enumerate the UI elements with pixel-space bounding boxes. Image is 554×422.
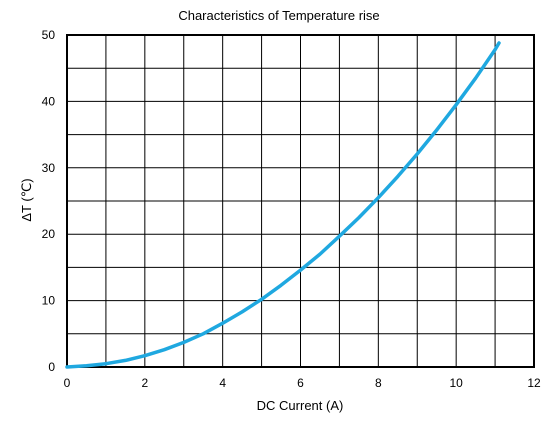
grid	[67, 35, 534, 367]
x-tick-label: 10	[449, 376, 463, 390]
y-tick-label: 30	[42, 161, 56, 175]
x-axis-label: DC Current (A)	[257, 398, 344, 413]
y-tick-label: 10	[42, 294, 56, 308]
x-tick-label: 8	[375, 376, 382, 390]
y-tick-label: 20	[42, 227, 56, 241]
x-tick-label: 4	[219, 376, 226, 390]
x-axis-ticks: 0 2 4 6 8 10 12	[64, 376, 541, 390]
series-layer	[65, 41, 501, 369]
y-axis-ticks: 0 10 20 30 40 50	[42, 28, 56, 374]
x-tick-label: 12	[527, 376, 541, 390]
x-tick-label: 0	[64, 376, 71, 390]
x-tick-label: 2	[141, 376, 148, 390]
y-axis-label: ΔT (℃)	[19, 178, 34, 221]
y-tick-label: 50	[42, 28, 56, 42]
plot-area-frame	[66, 34, 535, 368]
chart-title: Characteristics of Temperature rise	[178, 8, 379, 23]
x-tick-label: 6	[297, 376, 304, 390]
series-line	[65, 41, 501, 369]
y-tick-label: 0	[48, 360, 55, 374]
y-tick-label: 40	[42, 94, 56, 108]
